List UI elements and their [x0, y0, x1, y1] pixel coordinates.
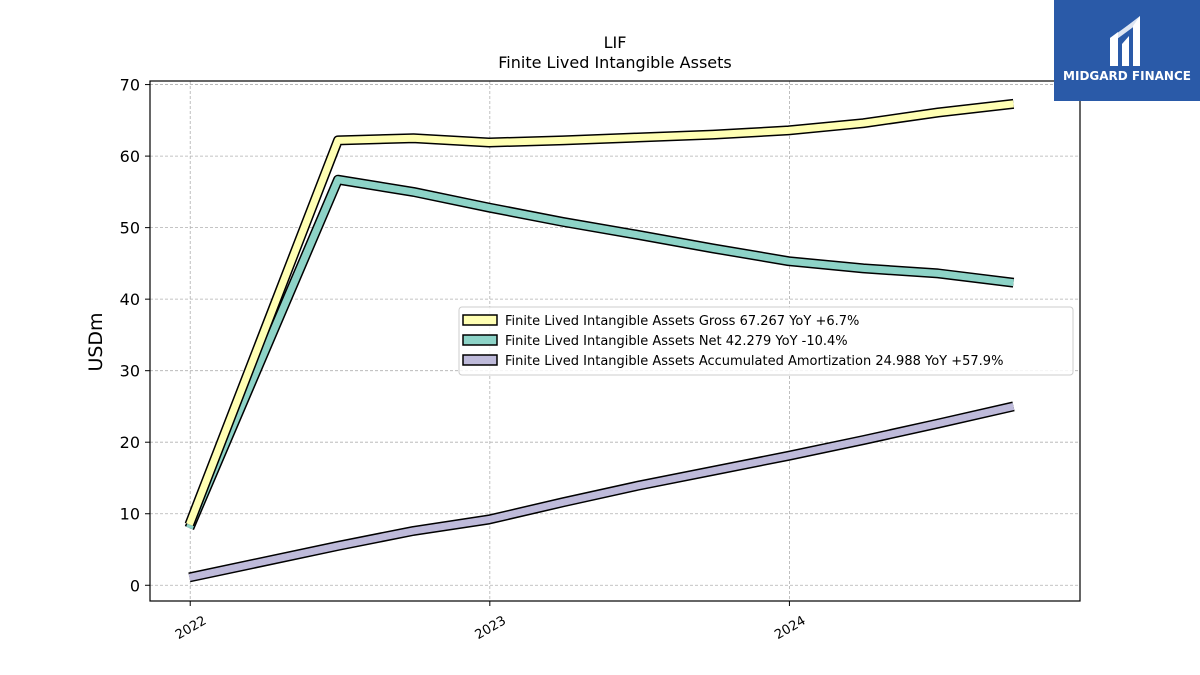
y-tick-label: 20 — [120, 433, 140, 452]
chart-subtitle: Finite Lived Intangible Assets — [498, 53, 731, 72]
plot-area-frame — [149, 80, 1081, 602]
y-tick-label: 10 — [120, 505, 140, 524]
brand-logo: MIDGARD FINANCE — [1054, 0, 1200, 101]
series-line-fill — [186, 176, 1014, 530]
legend-swatch — [462, 334, 498, 346]
y-tick-label: 60 — [120, 147, 140, 166]
legend-box — [458, 306, 1074, 376]
y-tick-label: 70 — [120, 76, 140, 95]
legend: Finite Lived Intangible Assets Gross 67.… — [458, 306, 1074, 376]
series-layer — [184, 98, 1015, 583]
y-tick-label: 30 — [120, 362, 140, 381]
axis-layer: 0 10 20 30 40 50 60 70 2022 2023 2024 — [120, 76, 809, 643]
legend-entry-label: Finite Lived Intangible Assets Net 42.27… — [505, 334, 848, 349]
y-tick-label: 50 — [120, 219, 140, 238]
series-line-fill — [186, 100, 1014, 526]
y-axis-label: USDm — [85, 312, 107, 371]
chart-title: LIF — [604, 33, 627, 52]
legend-entry-label: Finite Lived Intangible Assets Gross 67.… — [505, 314, 859, 329]
legend-swatch — [462, 354, 498, 366]
series-line — [188, 401, 1015, 583]
y-tick-label: 40 — [120, 290, 140, 309]
series-line-fill — [188, 402, 1015, 581]
y-tick-label: 0 — [130, 576, 140, 595]
series-line — [184, 174, 1015, 530]
x-tick-label: 2023 — [473, 613, 509, 643]
brand-name: MIDGARD FINANCE — [1063, 69, 1191, 83]
legend-entry-label: Finite Lived Intangible Assets Accumulat… — [505, 354, 1003, 369]
midgard-logo-icon — [1110, 16, 1140, 66]
series-line — [184, 98, 1015, 527]
x-tick-label: 2024 — [772, 613, 808, 643]
x-tick-label: 2022 — [173, 613, 209, 643]
legend-swatch — [462, 314, 498, 326]
